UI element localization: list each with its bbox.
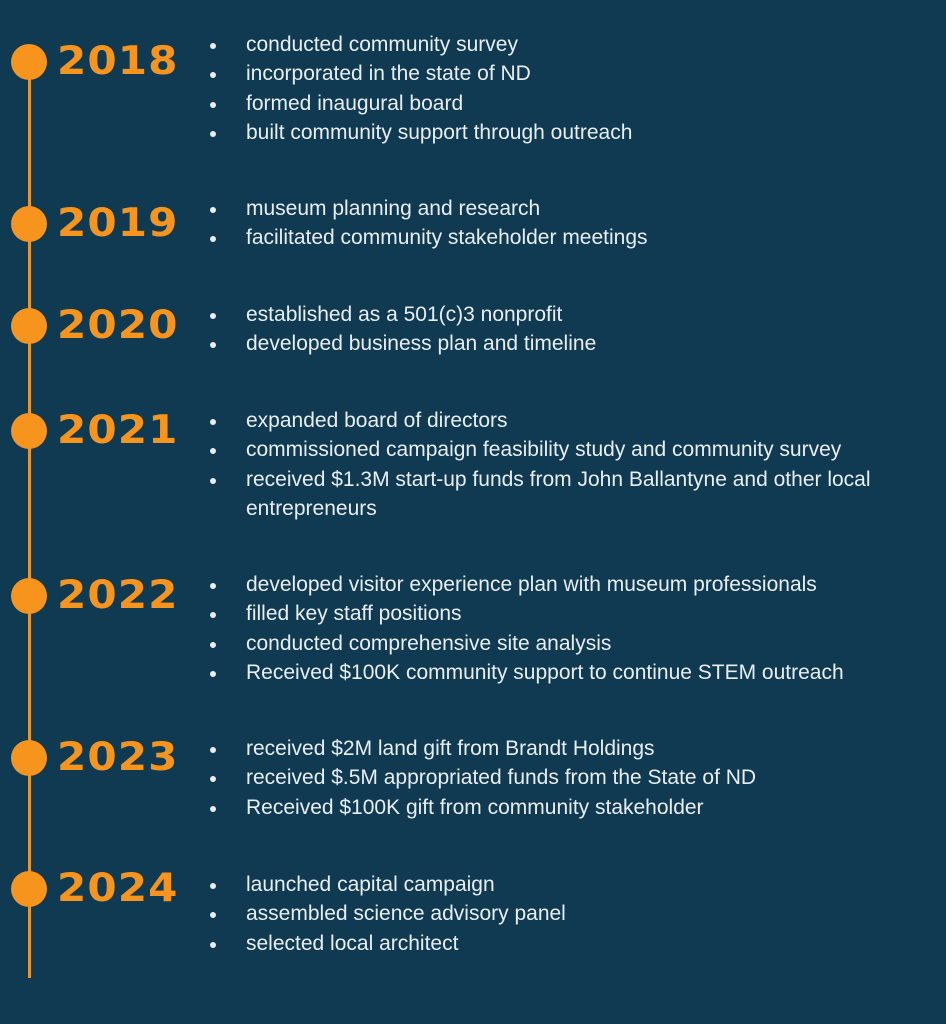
timeline-marker-icon [11,206,47,242]
milestone-item: facilitated community stakeholder meetin… [206,223,946,252]
milestone-item: built community support through outreach [206,118,946,147]
milestone-item: museum planning and research [206,194,946,223]
milestone-list: launched capital campaign assembled scien… [206,870,946,958]
milestone-item: formed inaugural board [206,89,946,118]
timeline-marker-icon [11,740,47,776]
milestone-item: commissioned campaign feasibility study … [206,435,946,464]
milestone-list: established as a 501(c)3 nonprofit develo… [206,300,946,359]
milestone-item: assembled science advisory panel [206,899,946,928]
milestone-item: developed visitor experience plan with m… [206,570,946,599]
milestone-item: established as a 501(c)3 nonprofit [206,300,946,329]
milestone-item: incorporated in the state of ND [206,59,946,88]
timeline-marker-icon [11,44,47,80]
milestone-item: received $.5M appropriated funds from th… [206,763,946,792]
milestone-list: received $2M land gift from Brandt Holdi… [206,734,946,822]
milestone-item: developed business plan and timeline [206,329,946,358]
timeline-line [28,60,31,978]
milestone-item: conducted community survey [206,30,946,59]
timeline-marker-icon [11,413,47,449]
milestone-list: developed visitor experience plan with m… [206,570,946,687]
milestone-item: conducted comprehensive site analysis [206,629,946,658]
milestone-list: conducted community survey incorporated i… [206,30,946,147]
milestone-item: received $2M land gift from Brandt Holdi… [206,734,946,763]
timeline-marker-icon [11,578,47,614]
year-label: 2024 [57,866,179,911]
timeline-marker-icon [11,871,47,907]
milestone-item: filled key staff positions [206,599,946,628]
milestone-item: Received $100K community support to cont… [206,658,946,687]
milestone-item: launched capital campaign [206,870,946,899]
timeline-marker-icon [11,308,47,344]
milestone-item: received $1.3M start-up funds from John … [206,465,946,524]
year-label: 2018 [57,39,179,84]
year-label: 2023 [57,735,179,780]
year-label: 2019 [57,201,179,246]
milestone-item: selected local architect [206,929,946,958]
milestone-item: Received $100K gift from community stake… [206,793,946,822]
year-label: 2021 [57,408,179,453]
milestone-list: expanded board of directors commissioned … [206,406,946,523]
milestone-list: museum planning and research facilitated … [206,194,946,253]
milestone-item: expanded board of directors [206,406,946,435]
year-label: 2022 [57,573,179,618]
year-label: 2020 [57,303,179,348]
